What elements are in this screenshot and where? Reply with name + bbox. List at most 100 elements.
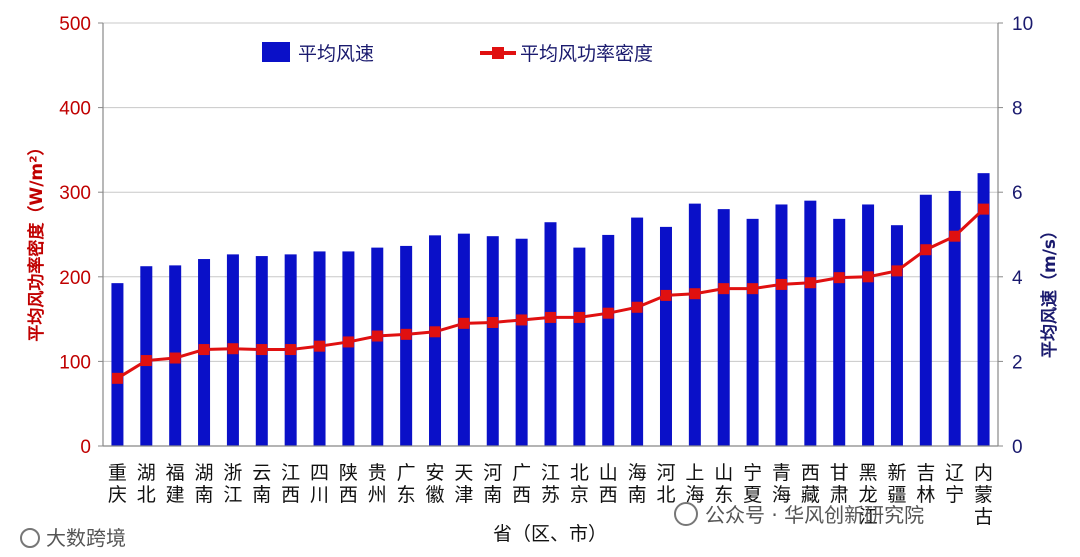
category-label: 浙江 bbox=[223, 462, 242, 506]
category-char: 海 bbox=[685, 484, 704, 506]
bar bbox=[631, 217, 644, 446]
category-char: 广 bbox=[512, 462, 531, 484]
line-point bbox=[227, 343, 239, 355]
left-tick-label: 400 bbox=[59, 99, 91, 120]
left-tick-label: 200 bbox=[59, 268, 91, 289]
line-point bbox=[400, 328, 412, 340]
category-label: 福建 bbox=[166, 462, 185, 506]
category-char: 海 bbox=[772, 484, 791, 506]
category-char: 陕 bbox=[339, 462, 358, 484]
line-point bbox=[371, 330, 383, 342]
category-char: 吉 bbox=[916, 462, 935, 484]
category-char: 河 bbox=[483, 462, 502, 484]
category-label: 重庆 bbox=[108, 462, 127, 506]
bar bbox=[890, 225, 903, 446]
bar bbox=[429, 235, 442, 446]
line-point bbox=[689, 288, 701, 300]
category-label: 河北 bbox=[656, 462, 675, 506]
category-label: 湖南 bbox=[195, 462, 214, 506]
bar bbox=[948, 190, 961, 446]
category-char: 福 bbox=[166, 462, 185, 484]
bar bbox=[833, 218, 846, 446]
line-point bbox=[718, 283, 730, 295]
category-char: 苏 bbox=[541, 484, 560, 506]
wechat-icon bbox=[674, 502, 698, 526]
line-point bbox=[949, 230, 961, 242]
line-point bbox=[429, 326, 441, 338]
category-char: 古 bbox=[974, 506, 993, 528]
bar bbox=[746, 218, 759, 446]
line-point bbox=[516, 314, 528, 326]
category-label: 宁夏 bbox=[743, 462, 762, 506]
category-char: 黑 bbox=[859, 462, 878, 484]
line-point bbox=[747, 283, 759, 295]
category-char: 西 bbox=[339, 484, 358, 506]
bar bbox=[804, 200, 817, 446]
category-char: 海 bbox=[628, 462, 647, 484]
left-axis-title: 平均风功率密度（W/m²） bbox=[26, 138, 47, 341]
category-char: 庆 bbox=[108, 484, 127, 506]
category-char: 东 bbox=[714, 484, 733, 506]
category-char: 湖 bbox=[137, 462, 156, 484]
category-char: 山 bbox=[714, 462, 733, 484]
line-point bbox=[631, 301, 643, 313]
legend-line-marker bbox=[492, 47, 504, 59]
line-point bbox=[256, 344, 268, 356]
category-label: 上海 bbox=[685, 462, 704, 506]
right-tick-label: 10 bbox=[1012, 14, 1033, 35]
category-char: 山 bbox=[599, 462, 618, 484]
right-tick-label: 2 bbox=[1012, 352, 1023, 373]
right-tick-label: 4 bbox=[1012, 268, 1023, 289]
category-char: 蒙 bbox=[974, 484, 993, 506]
category-char: 宁 bbox=[743, 462, 762, 484]
category-label: 山西 bbox=[599, 462, 618, 506]
category-char: 江 bbox=[541, 462, 560, 484]
legend-bar-swatch bbox=[262, 42, 290, 62]
category-label: 甘肃 bbox=[830, 462, 849, 506]
category-label: 新疆 bbox=[887, 462, 906, 506]
bar bbox=[977, 173, 990, 447]
category-char: 北 bbox=[570, 462, 589, 484]
category-char: 宁 bbox=[945, 484, 964, 506]
bar bbox=[659, 226, 672, 446]
bar bbox=[457, 233, 470, 446]
category-label: 天津 bbox=[454, 462, 473, 506]
category-label: 四川 bbox=[310, 462, 329, 506]
category-label: 安徽 bbox=[426, 462, 445, 506]
category-label: 广西 bbox=[512, 462, 531, 506]
bar bbox=[775, 204, 788, 446]
category-char: 西 bbox=[281, 484, 300, 506]
bar bbox=[717, 209, 730, 446]
category-char: 天 bbox=[454, 462, 473, 484]
right-tick-label: 6 bbox=[1012, 183, 1023, 204]
category-char: 青 bbox=[772, 462, 791, 484]
category-char: 云 bbox=[252, 462, 271, 484]
line-point bbox=[545, 311, 556, 323]
category-char: 新 bbox=[887, 462, 906, 484]
category-char: 江 bbox=[859, 506, 878, 528]
bar bbox=[688, 203, 701, 446]
legend-line-label: 平均风功率密度 bbox=[520, 43, 653, 65]
line-point bbox=[342, 336, 354, 348]
category-char: 南 bbox=[628, 484, 647, 506]
watermark-bottom-right: 公众号 · 华风创新研究院 bbox=[674, 502, 924, 527]
line-point bbox=[198, 344, 210, 356]
left-tick-label: 100 bbox=[59, 352, 91, 373]
line-point bbox=[487, 316, 499, 328]
category-label: 贵州 bbox=[368, 462, 387, 506]
category-char: 西 bbox=[599, 484, 618, 506]
category-char: 南 bbox=[483, 484, 502, 506]
bar bbox=[544, 222, 557, 446]
category-char: 林 bbox=[916, 484, 935, 506]
line-point bbox=[891, 265, 903, 277]
bar bbox=[573, 247, 586, 446]
category-label: 山东 bbox=[714, 462, 733, 506]
category-char: 湖 bbox=[195, 462, 214, 484]
category-label: 江苏 bbox=[541, 462, 560, 506]
line-point bbox=[920, 244, 932, 256]
category-char: 夏 bbox=[743, 484, 762, 506]
category-label: 黑龙江 bbox=[859, 462, 878, 528]
category-char: 河 bbox=[656, 462, 675, 484]
category-char: 东 bbox=[397, 484, 416, 506]
category-char: 川 bbox=[310, 484, 329, 506]
